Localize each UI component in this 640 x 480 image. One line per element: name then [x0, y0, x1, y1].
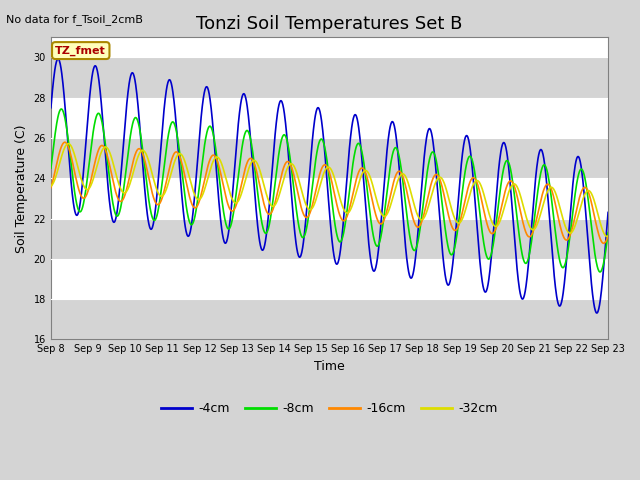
Text: TZ_fmet: TZ_fmet [56, 46, 106, 56]
Bar [51, 299, 608, 339]
Legend: -4cm, -8cm, -16cm, -32cm: -4cm, -8cm, -16cm, -32cm [156, 397, 503, 420]
Bar [51, 58, 608, 98]
Bar [51, 37, 608, 58]
Bar [51, 218, 608, 259]
Y-axis label: Soil Temperature (C): Soil Temperature (C) [15, 124, 28, 252]
Bar [51, 178, 608, 218]
Text: No data for f_Tsoil_2cmB: No data for f_Tsoil_2cmB [6, 14, 143, 25]
Bar [51, 259, 608, 299]
Bar [51, 138, 608, 178]
Bar [51, 98, 608, 138]
X-axis label: Time: Time [314, 360, 345, 373]
Title: Tonzi Soil Temperatures Set B: Tonzi Soil Temperatures Set B [196, 15, 463, 33]
